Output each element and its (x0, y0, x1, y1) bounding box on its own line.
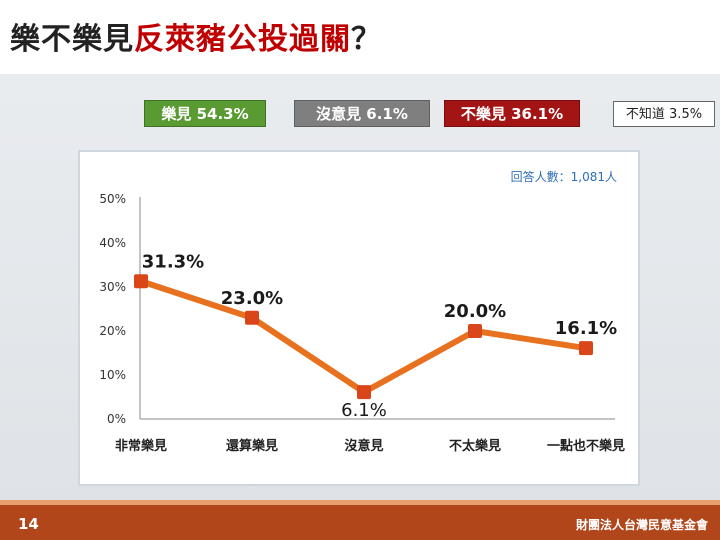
y-tick-label: 0% (107, 412, 126, 426)
y-tick-label: 10% (99, 368, 126, 382)
respondents-annotation: 回答人數：1,081人 (511, 169, 617, 184)
chart-frame (78, 150, 640, 486)
line-chart: 0% 10% 20% 30% 40% 50% 非常樂見 還算樂見 沒意見 不太樂見 一點也不樂見 3… (99, 169, 625, 454)
y-tick-label: 20% (99, 324, 126, 338)
title-part-1: 樂不樂見 (10, 22, 134, 57)
y-tick-label: 40% (99, 236, 126, 250)
title-bar: 樂不樂見反萊豬公投過關？ (0, 0, 720, 74)
data-point (357, 385, 371, 400)
data-point (134, 274, 148, 289)
summary-unknown-box: 不知道 3.5% (613, 101, 715, 127)
series-line (140, 278, 587, 396)
y-tick-label: 50% (99, 192, 126, 206)
summary-favor-box: 樂見 54.3% (144, 100, 266, 127)
x-tick-label: 不太樂見 (449, 438, 501, 454)
x-tick-label: 非常樂見 (115, 438, 167, 454)
data-label: 20.0% (444, 301, 506, 322)
chart-axes: 0% 10% 20% 30% 40% 50% 非常樂見 還算樂見 沒意見 不太樂見 一點也不樂見 (99, 192, 625, 454)
title-highlight: 反萊豬公投過關 (134, 22, 351, 57)
page-title: 樂不樂見反萊豬公投過關？ (10, 14, 382, 58)
x-tick-label: 一點也不樂見 (547, 438, 625, 454)
y-tick-label: 30% (99, 280, 126, 294)
x-tick-label: 沒意見 (344, 438, 383, 454)
data-label: 31.3% (142, 251, 204, 272)
chart-labels: 31.3% 23.0% 6.1% 20.0% 16.1% 回答人數：1,081人 (142, 169, 617, 421)
organization-name: 財團法人台灣民意基金會 (575, 518, 708, 532)
data-point (468, 324, 482, 338)
summary-neutral-box: 沒意見 6.1% (294, 100, 430, 127)
summary-against-box: 不樂見 36.1% (444, 100, 580, 127)
x-tick-label: 還算樂見 (226, 438, 278, 454)
data-label: 16.1% (555, 318, 617, 339)
data-point (245, 310, 259, 325)
data-label: 6.1% (341, 400, 387, 421)
data-label: 23.0% (221, 288, 283, 309)
footer-bar: 14 財團法人台灣民意基金會 (0, 500, 720, 540)
chart-series (134, 274, 593, 400)
title-question-mark: ？ (351, 22, 382, 57)
data-point (579, 341, 593, 356)
page-number: 14 (18, 515, 39, 533)
